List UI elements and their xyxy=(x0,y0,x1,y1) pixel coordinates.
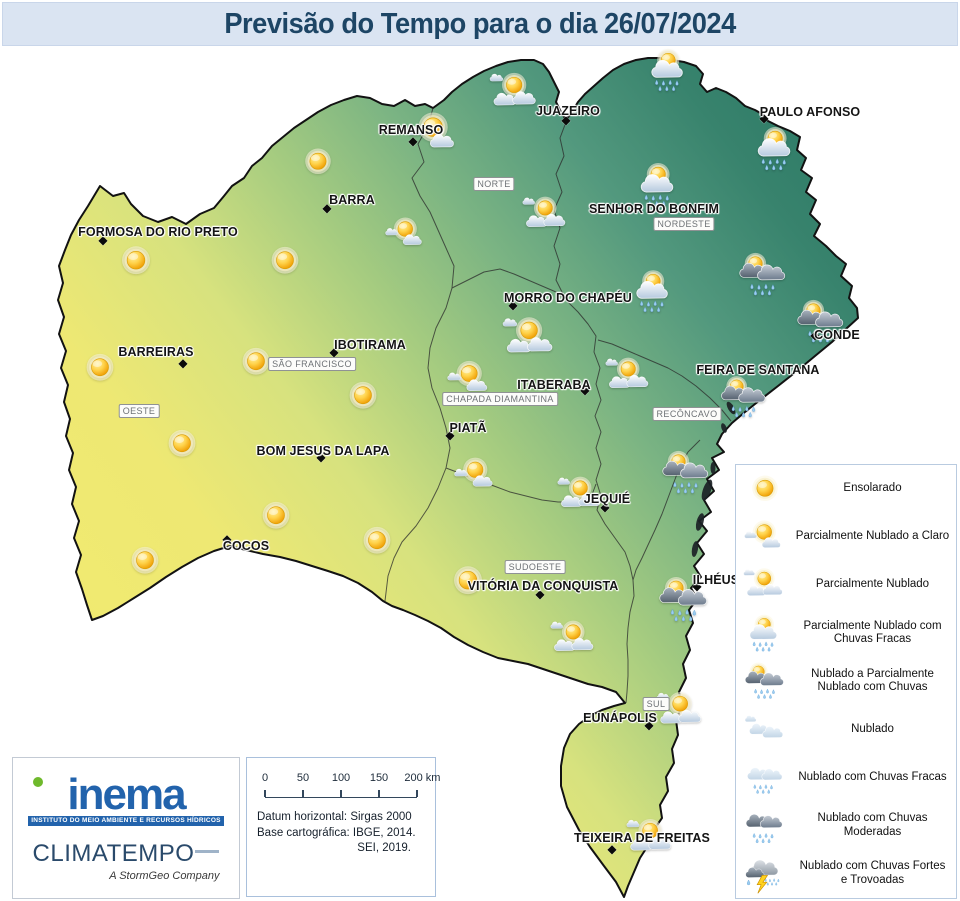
scale-box: 0 50 100 150 200 km Datum horizontal: Sirgas… xyxy=(246,757,441,897)
legend-item: Parcialmente Nublado xyxy=(736,561,956,609)
legend-item: Parcialmente Nublado a Claro xyxy=(736,513,956,561)
scale-tick-label: 100 xyxy=(331,772,351,784)
legend-label: Nublado com Chuvas Moderadas xyxy=(817,812,928,838)
inema-logo: inema INSTITUTO DO MEIO AMBIENTE E RECUR… xyxy=(28,769,224,826)
scale-tick-label: 0 xyxy=(261,772,269,784)
scale-tick-label: 150 xyxy=(369,772,389,784)
inema-subtitle: INSTITUTO DO MEIO AMBIENTE E RECURSOS HÍ… xyxy=(28,815,224,826)
scale-numbers: 0 50 100 150 200 km xyxy=(261,772,441,787)
datum-line: SEI, 2019. xyxy=(357,842,411,855)
sun-cloud-icon xyxy=(741,517,789,557)
legend-item: Nublado a Parcialmente Nublado com Chuva… xyxy=(736,657,956,705)
scale-tick xyxy=(264,790,266,797)
inema-wordmark: inema xyxy=(67,769,186,819)
legend-item: Nublado com Chuvas Moderadas xyxy=(736,802,956,850)
scale-tick xyxy=(302,790,304,797)
scale-tick xyxy=(416,790,418,797)
dark-rain-icon xyxy=(741,806,789,846)
title-bar: Previsão do Tempo para o dia 26/07/2024 xyxy=(2,2,958,46)
inema-green-dot-icon xyxy=(33,776,44,787)
sun-dark-rain-icon xyxy=(741,661,789,701)
partly-cloudy-icon xyxy=(741,565,789,605)
legend-label: Nublado xyxy=(851,722,894,735)
scale-tick-label: 200 km xyxy=(404,772,441,784)
scale-tick-label: 50 xyxy=(296,772,310,784)
page-title: Previsão do Tempo para o dia 26/07/2024 xyxy=(224,7,736,40)
legend-item: Nublado xyxy=(736,706,956,754)
scale-tick xyxy=(378,790,380,797)
scale-bar xyxy=(264,789,418,798)
sun-icon xyxy=(741,469,789,509)
legend-item: Parcialmente Nublado com Chuvas Fracas xyxy=(736,609,956,657)
datum-line: Base cartográfica: IBGE, 2014. xyxy=(257,826,416,839)
legend-item: Nublado com Chuvas Fortes e Trovoadas xyxy=(736,850,956,898)
weather-legend: Ensolarado Parcialmente Nublado a Claro Pa… xyxy=(735,464,957,899)
climatempo-dash-icon xyxy=(195,849,220,853)
cloudy-icon xyxy=(741,710,789,750)
legend-label: Nublado a Parcialmente Nublado com Chuva… xyxy=(811,667,934,694)
legend-label: Parcialmente Nublado xyxy=(815,578,930,591)
legend-label: Parcialmente Nublado com Chuvas Fracas xyxy=(803,619,942,646)
storm-icon xyxy=(741,854,789,894)
legend-label: Nublado com Chuvas Fortes e Trovoadas xyxy=(799,860,946,886)
datum-info: Datum horizontal: Sirgas 2000 Base cartog… xyxy=(257,810,425,857)
datum-line: Datum horizontal: Sirgas 2000 xyxy=(257,811,412,823)
legend-label: Ensolarado xyxy=(843,482,902,495)
climatempo-subtitle: A StormGeo Company xyxy=(109,869,220,882)
cloud-rain-icon xyxy=(741,758,789,798)
legend-label: Parcialmente Nublado a Claro xyxy=(795,530,950,543)
sun-rain-icon xyxy=(741,613,789,653)
inema-logo-box: inema INSTITUTO DO MEIO AMBIENTE E RECUR… xyxy=(12,757,240,899)
legend-item: Nublado com Chuvas Fracas xyxy=(736,754,956,802)
climatempo-wordmark: CLIMATEMPO xyxy=(33,840,220,867)
legend-label: Nublado com Chuvas Fracas xyxy=(798,770,947,783)
climatempo-logo: CLIMATEMPO A StormGeo Company xyxy=(33,840,220,882)
scale-tick xyxy=(340,790,342,797)
legend-item: Ensolarado xyxy=(736,465,956,513)
